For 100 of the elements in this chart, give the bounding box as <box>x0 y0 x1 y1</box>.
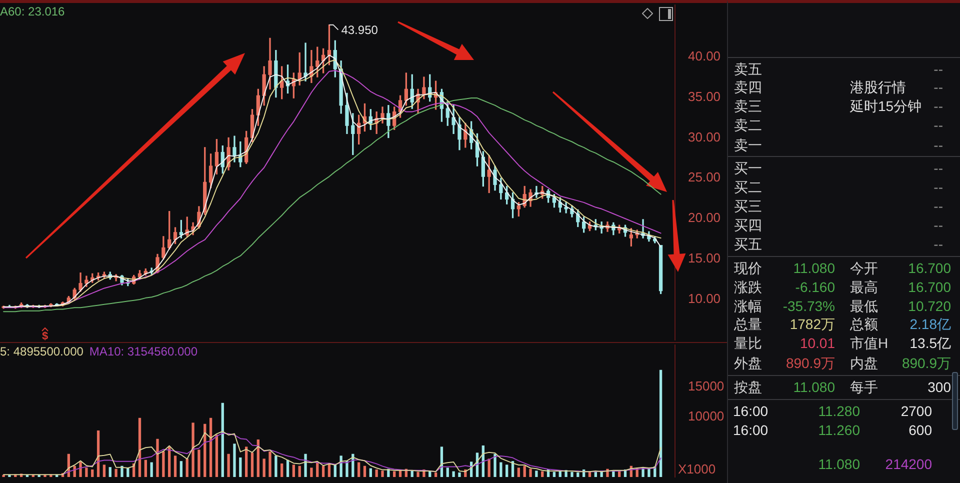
text: 11.260 <box>818 421 860 439</box>
text: MA10: 3154560.000 <box>89 344 198 358</box>
text: 11.280 <box>818 402 860 420</box>
bar <box>198 450 200 477</box>
text: 今开 <box>850 259 878 277</box>
y-tick-label: 10.00 <box>688 291 721 306</box>
text: 890.9万 <box>786 354 835 372</box>
bar <box>274 456 278 477</box>
bar <box>488 458 490 477</box>
text: 涨幅 <box>734 297 762 315</box>
bar <box>576 472 580 477</box>
bar <box>310 468 313 477</box>
bar <box>322 466 325 477</box>
y-tick-label: 25.00 <box>688 170 721 185</box>
text: 最低 <box>850 297 878 315</box>
text: 10.720 <box>908 297 951 315</box>
text: 2.18亿 <box>910 315 951 333</box>
text: -35.73% <box>782 297 835 315</box>
text: 300 <box>928 378 951 396</box>
candlestick <box>304 42 308 82</box>
bar <box>506 464 508 477</box>
text: 每手 <box>850 378 878 396</box>
bar <box>233 444 236 477</box>
text: 买二 <box>734 178 762 196</box>
bar <box>458 472 461 477</box>
bar <box>239 457 242 477</box>
bar <box>535 470 538 477</box>
text: 1782万 <box>790 315 835 333</box>
text: 内盘 <box>850 354 878 372</box>
bar <box>268 451 272 477</box>
bar <box>215 434 218 477</box>
bar <box>428 471 432 477</box>
bar <box>120 466 124 477</box>
bar <box>162 451 165 477</box>
text: 5: 4895500.000 <box>0 344 84 358</box>
text: 最高 <box>850 278 878 296</box>
text: -- <box>934 136 943 154</box>
text: 买五 <box>734 235 762 253</box>
text: 16:00 <box>733 402 768 420</box>
text: 214200 <box>885 455 932 473</box>
text: 16.700 <box>908 278 951 296</box>
text: 13.5亿 <box>910 334 951 352</box>
text: -6.160 <box>795 278 835 296</box>
text: 港股行情 <box>850 78 906 96</box>
text: -- <box>934 216 943 234</box>
bar <box>180 461 183 477</box>
y-axis-title: X1000 <box>678 462 716 477</box>
y-tick-label: 15.00 <box>688 250 721 266</box>
bar <box>174 456 177 477</box>
bar <box>292 464 296 477</box>
bar <box>659 370 662 477</box>
text: A60: 23.016 <box>0 4 66 18</box>
text: 现价 <box>734 259 762 277</box>
text: 买一 <box>734 159 762 177</box>
bar <box>108 467 112 477</box>
y-tick-label: 10000 <box>688 408 724 424</box>
text: 890.9万 <box>902 354 951 372</box>
bar <box>523 466 526 477</box>
bar <box>91 469 94 477</box>
bar <box>186 458 188 477</box>
text: 11.080 <box>818 455 860 473</box>
annotation: $ <box>42 330 48 343</box>
text: 涨跌 <box>734 278 762 296</box>
bar <box>452 471 455 477</box>
y-tick-label: 15000 <box>688 378 724 394</box>
y-tick-label: 35.00 <box>688 88 721 104</box>
text: -- <box>934 197 943 215</box>
bar <box>298 466 301 477</box>
text: 总额 <box>850 315 878 333</box>
bar <box>363 466 366 477</box>
bar <box>357 462 360 477</box>
bar <box>529 468 532 477</box>
bar <box>346 461 348 477</box>
bar <box>434 472 438 477</box>
text: 卖四 <box>734 78 762 96</box>
y-tick-label: 40.00 <box>688 48 721 64</box>
bar <box>209 418 212 477</box>
text: -- <box>934 116 943 134</box>
text: 外盘 <box>734 354 762 372</box>
text: 16.700 <box>908 259 951 277</box>
bar <box>393 471 396 477</box>
annotation: 43.950 <box>341 23 378 38</box>
bar <box>221 402 224 477</box>
bar <box>594 472 597 477</box>
text: -- <box>934 178 943 196</box>
bar <box>280 463 284 477</box>
bar <box>156 438 159 477</box>
text: 11.080 <box>793 259 835 277</box>
bar <box>244 446 248 477</box>
bar <box>227 454 230 477</box>
text: 买四 <box>734 216 762 234</box>
bar <box>304 454 307 477</box>
text: 16:00 <box>733 421 768 439</box>
bar <box>144 460 147 477</box>
bar <box>369 468 372 477</box>
bar <box>500 462 502 477</box>
bar <box>114 468 118 477</box>
text: 卖五 <box>734 60 762 78</box>
bar <box>381 470 384 477</box>
text: 量比 <box>734 334 762 352</box>
